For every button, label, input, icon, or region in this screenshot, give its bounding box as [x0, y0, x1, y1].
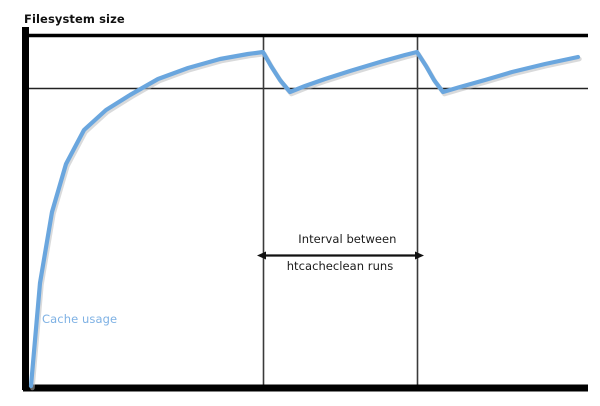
cache-usage-curve-shadow: [30, 51, 582, 391]
cache-usage-label: Cache usage: [42, 312, 118, 326]
cache-usage-curve: [28, 49, 581, 389]
interval-annotation: Interval between htcacheclean runs: [263, 219, 417, 300]
interval-annotation-line-1: Interval between: [298, 231, 397, 246]
interval-annotation-line-2: htcacheclean runs: [286, 258, 394, 273]
filesystem-size-label: Filesystem size: [24, 12, 125, 26]
